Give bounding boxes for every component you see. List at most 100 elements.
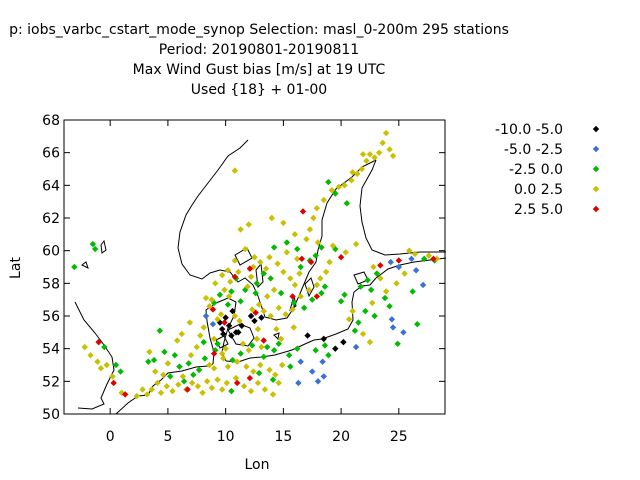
data-point-series-5: [121, 391, 129, 398]
data-point-series-4: [245, 347, 252, 354]
data-point-series-1: [229, 307, 236, 315]
data-point-series-3: [270, 347, 278, 354]
data-point-series-4: [188, 379, 196, 387]
y-tick-label: 60: [42, 244, 60, 260]
data-point-series-4: [109, 373, 116, 380]
data-point-series-4: [250, 263, 257, 271]
data-point-series-2: [309, 368, 316, 375]
data-point-series-4: [262, 265, 270, 272]
data-point-series-5: [95, 338, 102, 346]
data-point-series-4: [227, 278, 234, 285]
data-point-series-3: [381, 294, 389, 302]
data-point-series-4: [359, 330, 367, 338]
data-point-series-1: [222, 314, 229, 321]
data-point-series-5: [210, 350, 218, 357]
data-point-series-4: [280, 268, 287, 276]
data-point-series-4: [260, 307, 267, 315]
data-point-series-4: [313, 205, 321, 212]
data-point-series-2: [412, 267, 420, 274]
y-axis-ticks: 50 52 54 56 58 60 62 64 66 68: [42, 113, 445, 423]
y-tick-label: 50: [42, 407, 60, 423]
data-point-series-3: [91, 245, 99, 253]
data-point-series-4: [206, 361, 213, 369]
data-point-series-4: [235, 268, 242, 276]
data-point-series-4: [225, 293, 233, 300]
data-point-series-1: [218, 325, 226, 333]
data-point-series-3: [267, 275, 274, 282]
data-point-series-4: [254, 325, 262, 333]
data-point-series-4: [342, 249, 349, 256]
data-point-series-4: [320, 196, 327, 204]
data-point-series-4: [352, 240, 360, 248]
data-point-series-2: [209, 320, 217, 328]
data-point-series-4: [240, 383, 248, 390]
data-point-series-3: [337, 298, 345, 305]
data-point-series-4: [267, 312, 274, 320]
data-point-series-4: [103, 361, 110, 369]
y-tick-label: 54: [42, 342, 60, 358]
x-tick-label: 0: [106, 429, 115, 445]
y-tick-label: 56: [42, 309, 60, 325]
data-point-series-4: [148, 386, 155, 393]
data-point-series-4: [206, 303, 213, 310]
data-point-series-4: [317, 275, 324, 282]
data-point-series-3: [373, 270, 381, 277]
data-point-series-5: [299, 208, 307, 215]
data-point-series-3: [185, 360, 192, 367]
data-point-series-4: [214, 376, 221, 383]
data-point-series-4: [254, 379, 262, 387]
data-point-series-4: [163, 383, 170, 390]
data-point-series-4: [303, 236, 310, 243]
data-point-series-3: [89, 240, 97, 248]
x-tick-label: 25: [390, 429, 408, 445]
data-point-series-4: [359, 151, 367, 158]
data-point-series-3: [200, 338, 207, 346]
data-point-series-4: [210, 365, 218, 372]
data-point-series-5: [260, 337, 267, 344]
data-point-series-3: [71, 263, 78, 271]
data-point-series-5: [246, 265, 254, 272]
data-point-series-3: [290, 299, 297, 307]
data-point-series-4: [257, 258, 264, 266]
data-point-series-4: [291, 231, 299, 238]
data-point-series-3: [275, 340, 282, 347]
x-axis-label: Lon: [245, 457, 270, 473]
data-point-series-4: [224, 363, 232, 370]
data-point-series-4: [231, 257, 239, 264]
data-point-series-4: [214, 316, 221, 323]
data-point-series-4: [268, 214, 276, 222]
data-point-series-4: [242, 245, 249, 253]
data-point-series-3: [357, 283, 364, 290]
plot-frame: [63, 119, 446, 415]
data-point-series-4: [173, 337, 181, 344]
data-point-series-4: [266, 254, 273, 261]
legend-label: -5.0 -2.5: [504, 142, 563, 158]
data-point-series-4: [257, 361, 264, 369]
legend-marker: [592, 205, 600, 213]
data-point-series-4: [81, 343, 88, 351]
data-point-series-4: [411, 250, 419, 258]
data-point-series-4: [264, 293, 271, 300]
data-point-series-4: [222, 345, 229, 352]
data-point-series-3: [386, 303, 393, 310]
data-point-series-4: [358, 165, 366, 173]
data-point-series-3: [318, 289, 325, 297]
data-point-series-4: [87, 352, 94, 359]
data-point-series-3: [277, 289, 285, 297]
data-point-series-4: [273, 325, 280, 333]
data-point-series-1: [247, 312, 255, 320]
data-point-series-4: [329, 242, 337, 249]
data-point-series-4: [375, 149, 383, 156]
data-point-series-3: [351, 327, 359, 334]
data-point-series-4: [253, 335, 261, 343]
data-point-series-3: [341, 291, 348, 298]
data-point-series-4: [248, 306, 256, 313]
data-point-series-4: [231, 167, 239, 174]
data-point-series-1: [251, 317, 258, 325]
data-point-series-5: [313, 293, 321, 300]
data-point-series-4: [291, 281, 299, 289]
data-point-series-4: [425, 252, 433, 259]
data-point-series-2: [387, 258, 394, 266]
data-point-series-4: [379, 139, 386, 147]
data-point-series-3: [367, 286, 375, 294]
